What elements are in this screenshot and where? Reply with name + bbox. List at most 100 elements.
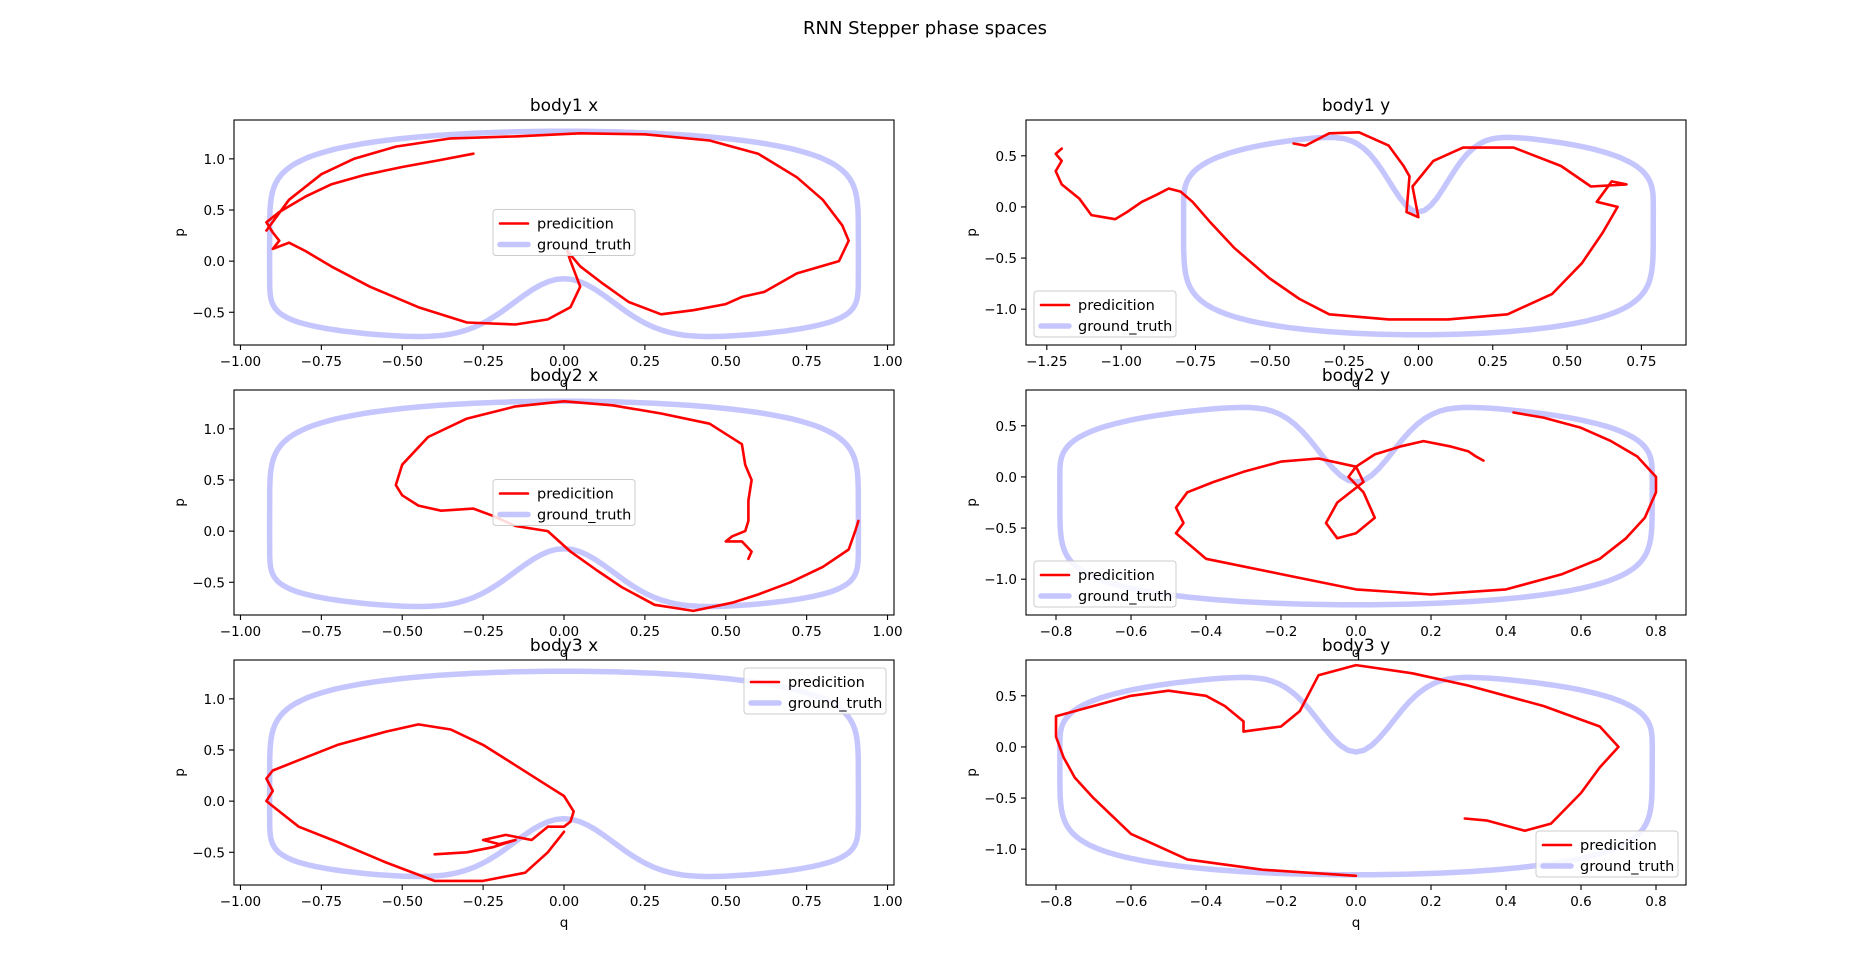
y-tick-label: 0.5 [996, 419, 1017, 435]
legend-prediction-label: predicition [788, 675, 865, 691]
y-tick-label: −0.5 [192, 305, 225, 321]
x-tick-label: −0.75 [301, 624, 342, 640]
legend-prediction-label: predicition [537, 217, 614, 233]
x-tick-label: 0.50 [711, 894, 741, 910]
x-tick-label: −0.25 [462, 624, 503, 640]
legend-ground-truth-label: ground_truth [1078, 319, 1172, 335]
x-tick-label: 0.50 [1552, 354, 1582, 370]
y-tick-label: 0.5 [996, 149, 1017, 165]
y-tick-label: 1.0 [204, 152, 225, 168]
plot-area [266, 398, 862, 613]
y-tick-label: −1.0 [984, 302, 1017, 318]
x-tick-label: 0.75 [792, 894, 822, 910]
x-axis-label: q [560, 915, 569, 931]
legend: predicition ground_truth [743, 667, 887, 715]
x-axis-label: q [1352, 645, 1361, 661]
y-tick-label: 0.0 [204, 254, 225, 270]
x-tick-label: 1.00 [872, 354, 902, 370]
legend-prediction-label: predicition [1580, 838, 1657, 854]
x-tick-label: 0.8 [1645, 894, 1666, 910]
x-axis-label: q [1352, 375, 1361, 391]
x-tick-label: 0.2 [1420, 624, 1441, 640]
x-tick-label: 0.25 [1478, 354, 1508, 370]
plot-area [1057, 404, 1658, 608]
y-tick-label: −0.5 [984, 521, 1017, 537]
legend-prediction-label: predicition [1078, 298, 1155, 314]
legend-prediction-label: predicition [537, 487, 614, 503]
x-tick-label: −0.2 [1265, 624, 1298, 640]
y-tick-label: −1.0 [984, 572, 1017, 588]
y-tick-label: −0.5 [192, 575, 225, 591]
y-tick-label: 0.0 [204, 524, 225, 540]
axes-title: body3 y [1322, 636, 1390, 656]
legend-prediction-label: predicition [1078, 568, 1155, 584]
legend: predicition ground_truth [492, 209, 636, 256]
ground-truth-line [266, 398, 862, 610]
legend-ground-truth-label: ground_truth [537, 508, 631, 524]
x-tick-label: −1.00 [1100, 354, 1141, 370]
figure-title: RNN Stepper phase spaces [803, 18, 1047, 39]
x-tick-label: 0.75 [792, 354, 822, 370]
y-tick-label: 0.5 [204, 743, 225, 759]
x-tick-label: −0.25 [1323, 354, 1364, 370]
y-tick-label: 1.0 [204, 692, 225, 708]
x-tick-label: 0.4 [1495, 624, 1516, 640]
y-tick-label: −0.5 [984, 791, 1017, 807]
legend: predicition ground_truth [1033, 290, 1177, 338]
axes-title: body1 x [530, 96, 598, 116]
x-tick-label: −0.8 [1040, 624, 1073, 640]
panel-body1-y: −1.25 −1.00 −0.75 −0.50 −0.25 0.00 0.25 0.50 0.7… [964, 96, 1687, 391]
ground-truth-line [266, 128, 862, 340]
x-tick-label: −0.2 [1265, 894, 1298, 910]
y-axis-label: p [172, 498, 188, 507]
plot-area [1054, 663, 1656, 878]
x-tick-label: 0.25 [630, 624, 660, 640]
x-tick-label: −0.50 [382, 624, 423, 640]
x-tick-label: 1.00 [872, 624, 902, 640]
y-tick-label: 0.5 [996, 689, 1017, 705]
x-tick-label: −1.25 [1026, 354, 1067, 370]
legend-ground-truth-label: ground_truth [537, 238, 631, 254]
x-axis-label: q [1352, 915, 1361, 931]
x-tick-label: −1.00 [220, 894, 261, 910]
panel-body3-y: −0.8 −0.6 −0.4 −0.2 0.0 0.2 0.4 0.6 0.8 −1.0 −0.5 0… [964, 636, 1687, 931]
x-tick-label: 0.75 [1626, 354, 1656, 370]
y-axis-label: p [172, 228, 188, 237]
legend-ground-truth-label: ground_truth [1078, 589, 1172, 605]
x-tick-label: 0.6 [1570, 894, 1591, 910]
x-tick-label: 0.25 [630, 894, 660, 910]
axes-title: body3 x [530, 636, 598, 656]
y-tick-label: 0.0 [996, 200, 1017, 216]
x-tick-label: −0.4 [1190, 894, 1223, 910]
x-tick-label: −0.50 [382, 354, 423, 370]
x-tick-label: −0.75 [301, 354, 342, 370]
ground-truth-line [1057, 404, 1656, 608]
y-tick-label: −1.0 [984, 842, 1017, 858]
axes-frame [1025, 119, 1687, 346]
x-tick-label: −1.00 [220, 624, 261, 640]
panel-body2-x: −1.00 −0.75 −0.50 −0.25 0.00 0.25 0.50 0.75 1.00… [172, 366, 903, 661]
x-tick-label: −0.6 [1115, 894, 1148, 910]
axes-title: body1 y [1322, 96, 1390, 116]
y-tick-label: 0.0 [996, 470, 1017, 486]
axes-title: body2 y [1322, 366, 1390, 386]
x-tick-label: 1.00 [872, 894, 902, 910]
x-tick-label: −0.6 [1115, 624, 1148, 640]
x-tick-label: −0.4 [1190, 624, 1223, 640]
y-tick-label: 0.0 [996, 740, 1017, 756]
prediction-line [1174, 411, 1658, 596]
x-tick-label: 0.00 [1403, 354, 1433, 370]
legend: predicition ground_truth [492, 479, 636, 526]
x-tick-label: −0.25 [462, 354, 503, 370]
x-axis-label: q [560, 375, 569, 391]
x-tick-label: 0.00 [549, 624, 579, 640]
x-tick-label: 0.00 [549, 354, 579, 370]
panel-body1-x: −1.00 −0.75 −0.50 −0.25 0.00 0.25 0.50 0.75 1.00… [172, 96, 903, 391]
plot-area [265, 128, 862, 340]
prediction-line [1054, 663, 1620, 878]
y-axis-label: p [964, 498, 980, 507]
legend-ground-truth-label: ground_truth [788, 696, 882, 712]
legend: predicition ground_truth [1033, 560, 1177, 608]
x-tick-label: 0.75 [792, 624, 822, 640]
